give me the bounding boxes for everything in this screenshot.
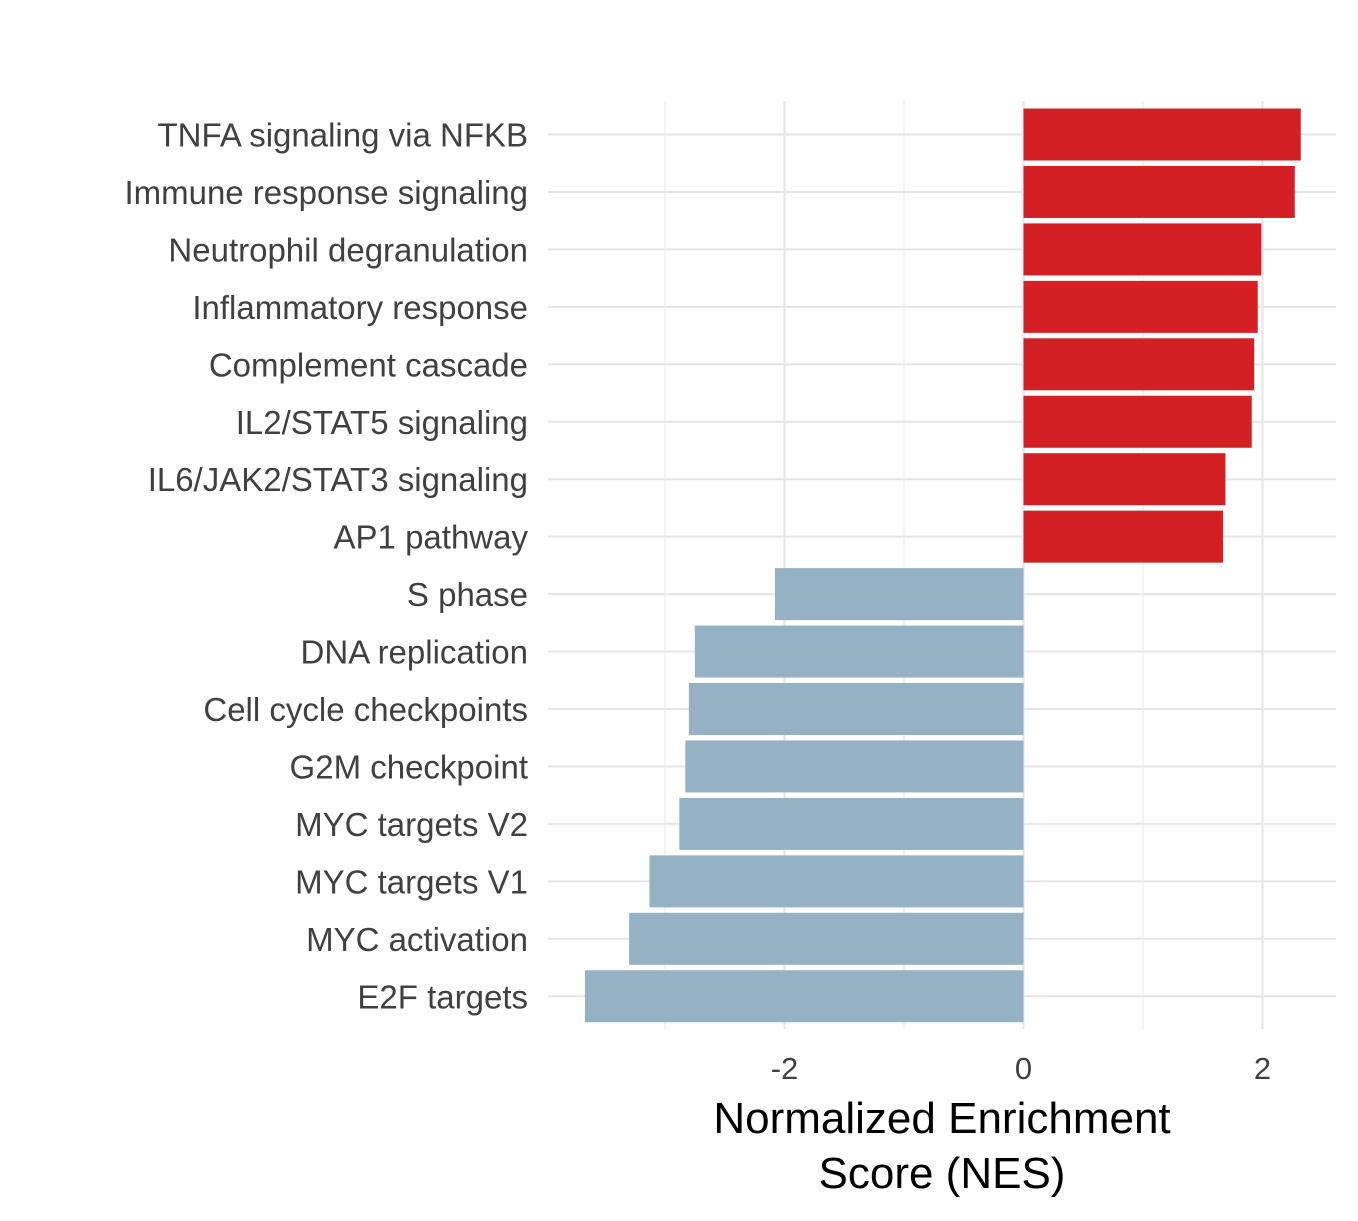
bar (685, 740, 1024, 793)
category-label: AP1 pathway (334, 519, 529, 556)
category-label: TNFA signaling via NFKB (158, 117, 528, 154)
category-label: Cell cycle checkpoints (203, 691, 528, 728)
bar (1023, 338, 1255, 391)
category-label: MYC targets V1 (295, 863, 528, 900)
category-label: IL6/JAK2/STAT3 signaling (148, 461, 528, 498)
bar (629, 912, 1024, 965)
bar (1023, 510, 1224, 563)
category-label: MYC targets V2 (295, 806, 528, 843)
category-label: G2M checkpoint (290, 748, 528, 785)
category-label: Neutrophil degranulation (168, 231, 528, 268)
category-label: E2F targets (357, 978, 528, 1015)
category-label: IL2/STAT5 signaling (236, 404, 528, 441)
x-axis-title-line-2: Score (NES) (819, 1149, 1066, 1198)
category-label: Immune response signaling (124, 174, 528, 211)
x-tick-label: -2 (771, 1051, 799, 1086)
x-axis-title-line-1: Normalized Enrichment (713, 1094, 1170, 1143)
bar (1023, 453, 1226, 506)
bar (1023, 108, 1301, 161)
bar (1023, 280, 1258, 333)
category-label: MYC activation (306, 921, 528, 958)
category-labels: TNFA signaling via NFKB Immune response s… (124, 117, 528, 1016)
category-label: Inflammatory response (192, 289, 528, 326)
bar (774, 568, 1024, 621)
x-tick-label: 0 (1015, 1051, 1032, 1086)
category-label: DNA replication (301, 634, 528, 671)
bar (694, 625, 1024, 678)
x-tick-labels: -2 0 2 (771, 1051, 1271, 1086)
category-label: S phase (407, 576, 528, 613)
category-label: Complement cascade (209, 346, 528, 383)
bar (1023, 395, 1252, 448)
bar (584, 970, 1024, 1023)
bar (679, 797, 1024, 850)
bar (688, 683, 1024, 735)
bar (1023, 223, 1262, 276)
bar (1023, 165, 1295, 218)
bar (649, 855, 1024, 908)
x-tick-label: 2 (1254, 1051, 1271, 1086)
bars (584, 108, 1301, 1023)
